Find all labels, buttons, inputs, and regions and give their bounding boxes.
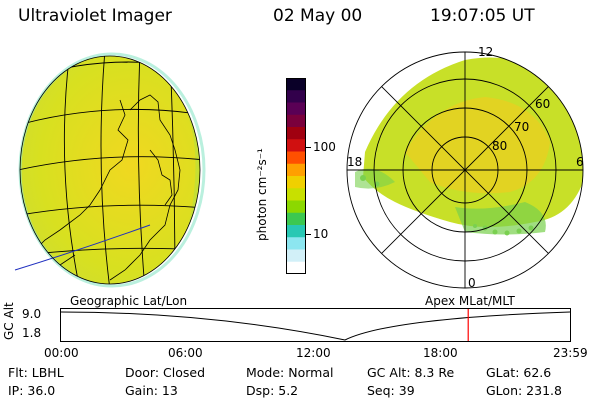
x-tick-0600: 06:00 [168, 346, 203, 360]
glat-value: GLat: 62.6 [486, 365, 552, 380]
auroral-emission [355, 57, 583, 235]
ip-value: IP: 36.0 [8, 383, 56, 398]
x-tick-2359: 23:59 [553, 346, 588, 360]
emission-speckles [360, 175, 534, 236]
gain-value: Gain: 13 [125, 383, 178, 398]
colorbar-tick-100 [306, 147, 311, 148]
mode-value: Mode: Normal [246, 365, 334, 380]
timeline-y-tick-bottom: 1.8 [22, 326, 42, 340]
timeline-y-tick-top: 9.0 [22, 307, 42, 321]
date-label: 02 May 00 [273, 6, 363, 26]
instrument-title: Ultraviolet Imager [18, 6, 172, 26]
colorbar-segment [286, 127, 306, 140]
time-label: 19:07:05 UT [430, 6, 535, 26]
mlt-label-6: 6 [576, 155, 584, 169]
mlt-spokes [347, 52, 583, 288]
x-tick-1200: 12:00 [296, 346, 331, 360]
colorbar-segment [286, 261, 306, 275]
colorbar-segment [286, 188, 306, 201]
mlt-label-18: 18 [347, 155, 363, 169]
colorbar-segment [286, 163, 306, 177]
colorbar-segment [286, 225, 306, 238]
colorbar-segment [286, 151, 306, 165]
colorbar-tick-10 [306, 234, 311, 235]
colorbar-segment [286, 200, 306, 214]
colorbar-segment [286, 249, 306, 263]
colorbar-tick-label-10: 10 [313, 227, 329, 241]
left-panel-title: Geographic Lat/Lon [70, 294, 188, 308]
geographic-globe-image [14, 52, 206, 288]
colorbar-segment [286, 237, 306, 250]
seq-value: Seq: 39 [367, 383, 415, 398]
timeline-y-axis-label: GC Alt [2, 302, 16, 340]
x-tick-1800: 18:00 [423, 346, 458, 360]
colorbar-segment [286, 212, 306, 226]
colorbar-border [286, 78, 306, 274]
right-panel-title: Apex MLat/MLT [425, 294, 515, 308]
colorbar-segment [286, 102, 306, 116]
mlt-label-0: 0 [468, 276, 476, 290]
lat-label-70: 70 [514, 120, 530, 134]
colorbar-segment [286, 114, 306, 128]
colorbar-gradient [286, 78, 306, 275]
colorbar [286, 78, 306, 275]
orbit-altitude-timeline [60, 308, 571, 342]
lat-label-80: 80 [492, 139, 508, 153]
colorbar-segment [286, 90, 306, 103]
colorbar-segment [286, 78, 306, 91]
mlt-label-12: 12 [478, 45, 494, 59]
colorbar-segment [286, 139, 306, 152]
colorbar-unit-label: photon cm⁻²s⁻¹ [255, 148, 269, 241]
lat-label-60: 60 [535, 97, 551, 111]
gc-alt-value: GC Alt: 8.3 Re [367, 365, 455, 380]
flt-value: Flt: LBHL [8, 365, 64, 380]
colorbar-tick-label-100: 100 [313, 140, 336, 154]
glon-value: GLon: 231.8 [486, 383, 562, 398]
x-tick-0000: 00:00 [44, 346, 79, 360]
colorbar-segment [286, 176, 306, 189]
dsp-value: Dsp: 5.2 [246, 383, 299, 398]
door-value: Door: Closed [125, 365, 206, 380]
polar-mlt-plot [346, 51, 584, 289]
